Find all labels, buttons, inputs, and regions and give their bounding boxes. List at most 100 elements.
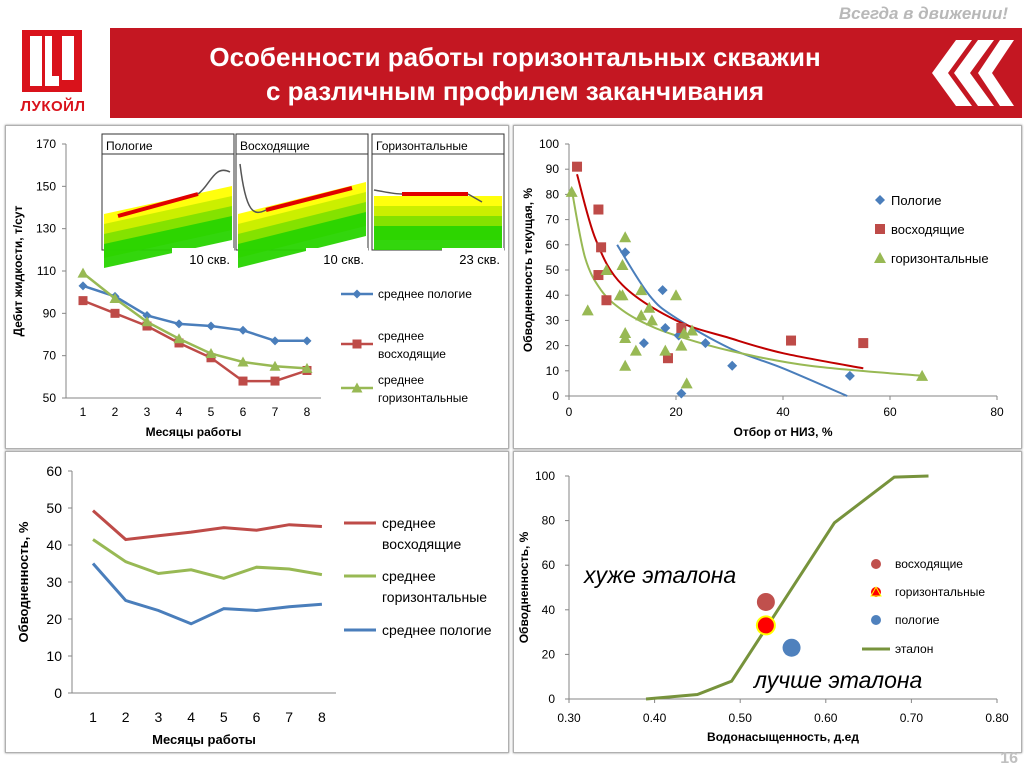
trend-line (616, 244, 848, 397)
inset-layer (238, 212, 366, 268)
data-point (680, 377, 693, 389)
data-point (142, 310, 152, 320)
legend-label: среднее горизонтальные (378, 373, 468, 405)
x-tick-label: 3 (144, 405, 151, 419)
data-point (141, 316, 153, 327)
chart-watercut-vs-saturation: 0 20 40 60 80 100 0.30 0.40 0.50 0.60 0.70 0.80 Водо… (513, 451, 1022, 753)
data-point (593, 270, 604, 281)
data-point (78, 296, 88, 306)
data-point (270, 376, 280, 386)
x-tick-label: 0.70 (900, 711, 924, 725)
legend-marker (352, 289, 362, 299)
brand-chevrons-icon (932, 40, 1014, 106)
y-tick-label: 60 (546, 238, 560, 252)
y-tick-label: 50 (46, 500, 62, 516)
x-tick-label: 3 (155, 709, 163, 725)
x-tick-label: 6 (253, 709, 261, 725)
y-tick-label: 100 (539, 137, 559, 151)
series-line (92, 509, 322, 542)
inset-count-box (306, 248, 368, 270)
data-point (662, 353, 673, 364)
data-point (660, 322, 671, 333)
data-point (269, 360, 281, 371)
x-tick-label: 4 (176, 405, 183, 419)
inset-well-vertical (239, 163, 267, 214)
data-point (676, 322, 687, 333)
y-tick-label: 0 (548, 692, 555, 706)
annotation-better: лучше эталона (752, 667, 922, 693)
data-point (844, 370, 855, 381)
data-point (670, 289, 682, 301)
x-tick-label: 7 (272, 405, 279, 419)
trend-line (576, 173, 864, 370)
y-tick-label: 70 (43, 349, 57, 363)
inset-well-path (117, 192, 199, 218)
reference-line (645, 474, 929, 701)
y-axis-title: Обводненность текущая, % (521, 188, 535, 352)
y-tick-label: 40 (46, 537, 62, 553)
y-tick-label: 90 (43, 306, 57, 320)
legend-marker (874, 252, 886, 263)
legend-label: Пологие (891, 193, 941, 208)
x-tick-label: 8 (318, 709, 326, 725)
x-axis-title: Месяцы работы (152, 732, 256, 747)
y-tick-label: 170 (36, 137, 56, 151)
inset-count: 10 скв. (189, 252, 230, 267)
y-tick-label: 70 (546, 213, 560, 227)
series-line (92, 538, 323, 580)
x-axis-title: Водонасыщенность, д.ед (707, 730, 859, 744)
inset-well-vertical (197, 169, 231, 195)
x-tick-label: 20 (669, 405, 683, 419)
y-axis-title: Обводненность, % (16, 521, 31, 642)
data-point (635, 309, 648, 321)
x-tick-label: 40 (776, 405, 790, 419)
inset-count: 23 скв. (459, 252, 500, 267)
inset-label: Пологие (106, 139, 153, 153)
lukoil-logo-mark (22, 30, 82, 92)
series-line (82, 299, 308, 383)
x-tick-label: 80 (990, 405, 1004, 419)
x-axis-title: Отбор от НИЗ, % (733, 425, 832, 439)
y-tick-label: 40 (546, 288, 560, 302)
annotation-worse: хуже эталона (583, 562, 736, 588)
title-banner: Особенности работы горизонтальных скважи… (110, 28, 1022, 118)
legend-label: горизонтальные (891, 251, 989, 266)
y-tick-label: 20 (546, 339, 560, 353)
x-tick-label: 6 (240, 405, 247, 419)
legend-label: среднее горизонтальные (382, 568, 487, 605)
data-point (700, 338, 711, 349)
data-point (635, 284, 648, 296)
data-point (629, 344, 642, 356)
y-tick-label: 50 (546, 263, 560, 277)
inset-label: Восходящие (240, 139, 310, 153)
y-tick-label: 150 (36, 179, 56, 193)
data-point (593, 204, 604, 215)
lukoil-logo: ЛУКОЙЛ (8, 26, 94, 122)
series-line (91, 562, 323, 626)
data-point (643, 301, 656, 313)
x-tick-label: 0.30 (557, 711, 581, 725)
data-point (619, 359, 632, 371)
data-point (565, 185, 578, 197)
y-tick-label: 90 (546, 162, 560, 176)
data-point (638, 338, 649, 349)
y-tick-label: 0 (54, 685, 62, 701)
data-point (601, 295, 612, 306)
data-point (173, 333, 185, 344)
data-point (620, 247, 631, 258)
chart-watercut-vs-recovery: 0 10 20 30 40 50 60 70 80 90 100 0 20 40 60 80 Отбор от … (513, 125, 1022, 449)
data-point (238, 376, 248, 386)
data-point (786, 335, 797, 346)
y-tick-label: 100 (535, 469, 555, 483)
inset-well-vertical (373, 189, 483, 203)
data-point (302, 336, 312, 346)
data-point (206, 321, 216, 331)
series-line (82, 272, 308, 370)
y-axis-title: Обводненность, % (517, 531, 531, 643)
legend-marker (352, 339, 362, 349)
legend-label: среднее восходящие (378, 329, 446, 361)
legend-label: эталон (895, 642, 933, 656)
data-point (301, 362, 313, 373)
y-tick-label: 80 (546, 187, 560, 201)
inset-layer (374, 226, 502, 250)
